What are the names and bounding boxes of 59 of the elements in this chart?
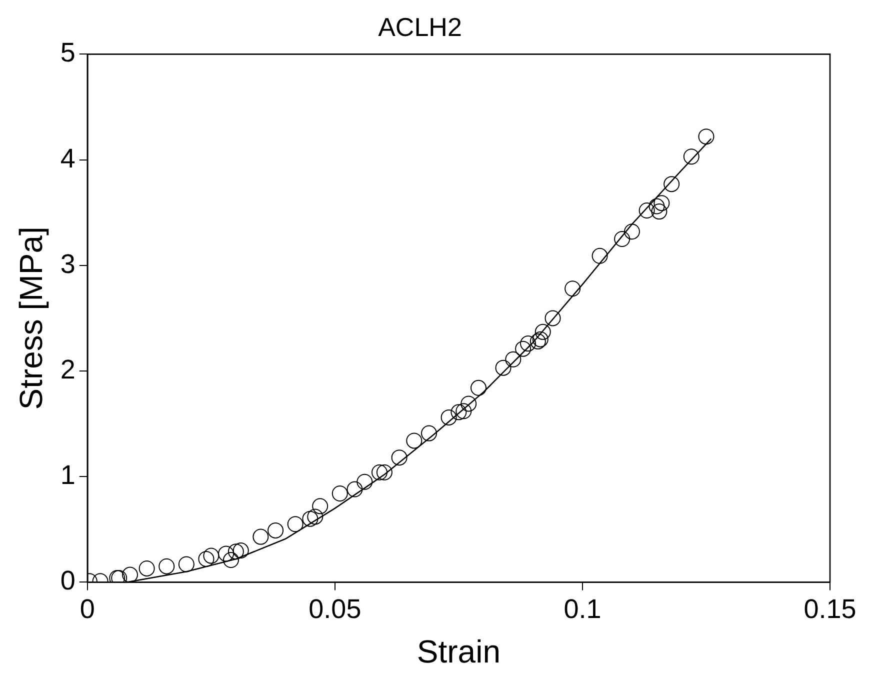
point	[495, 360, 512, 376]
point	[312, 498, 328, 514]
x-tick-label: 0.05	[308, 594, 362, 624]
point	[520, 336, 536, 352]
point	[651, 204, 668, 220]
y-tick-label: 4	[60, 143, 76, 174]
point	[638, 202, 655, 218]
point	[122, 566, 138, 582]
point	[456, 403, 472, 420]
x-axis-title: Strain	[416, 634, 501, 670]
point	[648, 198, 665, 214]
point	[332, 485, 348, 502]
y-tick-label: 2	[60, 354, 76, 384]
point	[218, 546, 234, 562]
point	[252, 528, 269, 545]
y-tick-label: 5	[60, 38, 76, 68]
point	[534, 324, 551, 340]
point	[203, 548, 220, 564]
point	[683, 148, 700, 165]
point	[440, 409, 457, 426]
point	[450, 404, 467, 420]
point	[287, 516, 304, 532]
point	[372, 464, 388, 480]
point	[222, 552, 239, 568]
y-axis-title: Stress [MPa]	[13, 226, 50, 410]
point	[698, 128, 714, 145]
point	[505, 351, 522, 368]
point	[624, 224, 640, 240]
point	[564, 280, 581, 297]
point	[307, 508, 324, 525]
point	[544, 310, 561, 326]
point	[460, 396, 477, 412]
point	[346, 481, 363, 498]
x-tick-label: 0.15	[804, 594, 856, 624]
y-tick-label: 1	[60, 460, 76, 490]
point	[664, 176, 680, 192]
point	[158, 558, 175, 574]
point	[228, 544, 244, 560]
point	[268, 522, 284, 538]
point	[515, 340, 532, 357]
point	[232, 542, 249, 559]
point	[302, 510, 318, 527]
point	[614, 231, 630, 247]
y-tick-label: 0	[60, 566, 76, 596]
point	[470, 380, 487, 396]
point	[406, 432, 422, 449]
point	[178, 556, 194, 572]
x-tick-label: 0	[80, 594, 95, 624]
point	[421, 425, 438, 442]
point	[592, 248, 608, 264]
point	[391, 450, 408, 466]
x-tick-label: 0.1	[564, 594, 602, 624]
point	[138, 560, 155, 576]
point	[198, 550, 214, 567]
chart-title: ACLH2	[378, 12, 462, 42]
point	[654, 195, 670, 212]
point	[376, 464, 392, 480]
y-tick-label: 3	[60, 248, 76, 279]
point	[356, 474, 373, 490]
